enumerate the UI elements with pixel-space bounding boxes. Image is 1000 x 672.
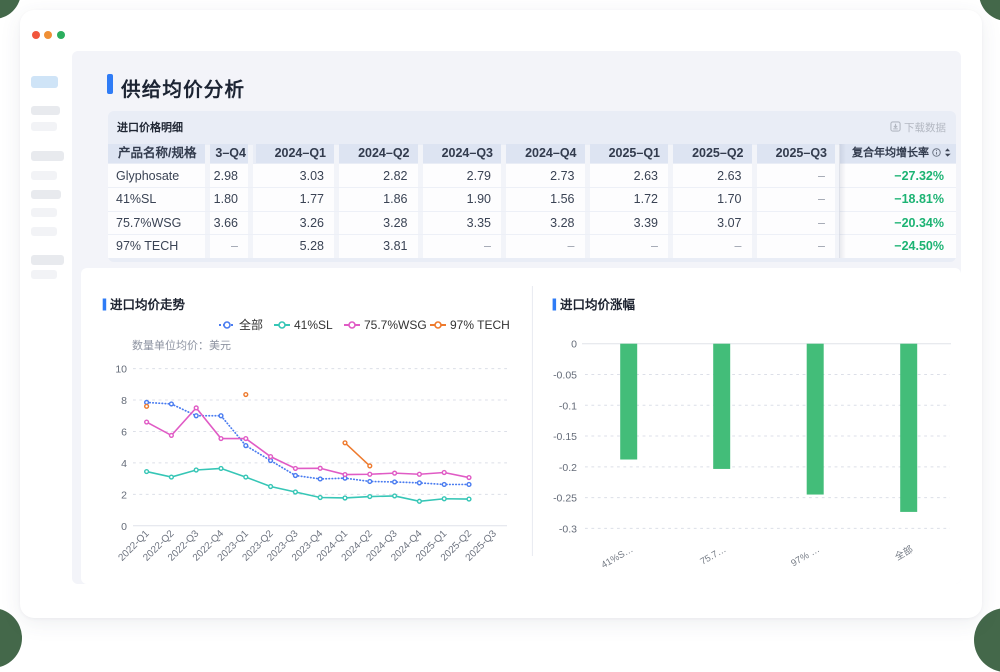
svg-text:75.7…: 75.7… <box>698 544 728 568</box>
svg-text:41%SL: 41%SL <box>294 318 333 332</box>
svg-text:-0.15: -0.15 <box>553 431 577 443</box>
svg-text:-0.3: -0.3 <box>559 523 577 535</box>
svg-text:75.7%WSG: 75.7%WSG <box>364 318 427 332</box>
svg-text:0: 0 <box>121 521 127 533</box>
svg-text:全部: 全部 <box>239 317 263 332</box>
svg-text:进口均价走势: 进口均价走势 <box>110 297 186 312</box>
svg-text:-0.25: -0.25 <box>553 493 577 505</box>
svg-text:0: 0 <box>571 339 577 351</box>
svg-text:-0.1: -0.1 <box>559 400 577 412</box>
svg-text:8: 8 <box>121 395 127 407</box>
svg-text:10: 10 <box>115 364 127 376</box>
svg-text:6: 6 <box>121 426 127 438</box>
svg-text:97% TECH: 97% TECH <box>450 318 510 332</box>
svg-text:97% …: 97% … <box>789 544 821 569</box>
svg-text:全部: 全部 <box>893 543 915 563</box>
svg-text:-0.2: -0.2 <box>559 462 577 474</box>
svg-text:-0.05: -0.05 <box>553 369 577 381</box>
svg-text:4: 4 <box>121 458 127 470</box>
svg-text:41%S…: 41%S… <box>600 544 636 571</box>
svg-text:数量单位均价：美元: 数量单位均价：美元 <box>132 338 231 352</box>
svg-text:进口均价涨幅: 进口均价涨幅 <box>560 297 636 312</box>
svg-text:2: 2 <box>121 489 127 501</box>
